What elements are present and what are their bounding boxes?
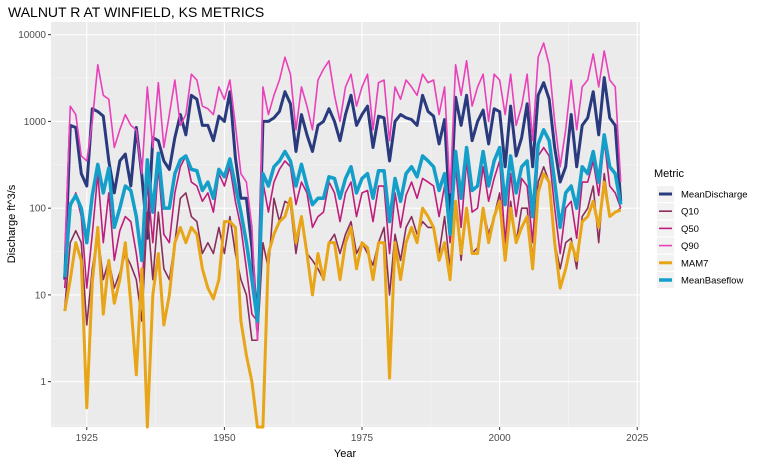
- series-line-mam7: [63, 172, 622, 429]
- x-tick-label: 2000: [489, 433, 512, 444]
- x-tick-label: 1950: [213, 433, 236, 444]
- y-tick-label: 1000: [24, 117, 47, 128]
- axis-ticks: 1925 1950 1975 2000 2025 1 10 100 1000 10000: [18, 30, 649, 444]
- x-tick-label: 1925: [76, 433, 99, 444]
- series-layer: [63, 42, 623, 429]
- legend-label-meandischarge: MeanDischarge: [681, 190, 748, 201]
- series-line-meanbaseflow: [63, 128, 623, 323]
- chart-title: WALNUT R AT WINFIELD, KS METRICS: [8, 4, 264, 20]
- y-tick-label: 1: [40, 377, 46, 388]
- legend-label-mam7: MAM7: [681, 258, 708, 269]
- legend-label-meanbaseflow: MeanBaseflow: [681, 276, 743, 287]
- x-axis-title: Year: [334, 448, 357, 460]
- y-axis-title: Discharge ft^3/s: [6, 184, 18, 263]
- legend: Metric MeanDischarge Q10 Q50 Q90 MAM7 MeanBas…: [654, 168, 748, 288]
- y-tick-label: 100: [29, 204, 46, 215]
- legend-label-q90: Q90: [681, 241, 699, 252]
- series-line-meandischarge: [63, 76, 623, 331]
- legend-label-q10: Q10: [681, 207, 699, 218]
- legend-label-q50: Q50: [681, 224, 699, 235]
- y-tick-label: 10000: [18, 30, 46, 41]
- x-tick-label: 2025: [626, 433, 649, 444]
- x-tick-label: 1975: [351, 433, 374, 444]
- y-tick-label: 10: [35, 290, 47, 301]
- legend-title: Metric: [654, 168, 684, 180]
- series-line-q90: [63, 42, 622, 342]
